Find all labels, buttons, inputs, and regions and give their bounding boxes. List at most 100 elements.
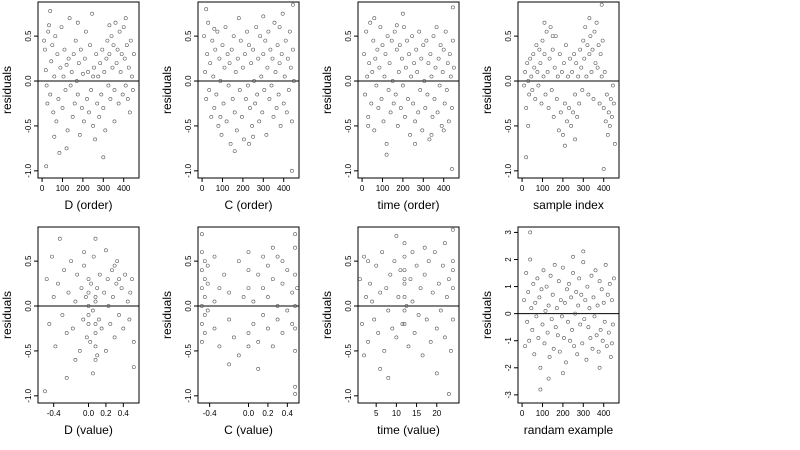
data-point (290, 2, 295, 7)
data-point (66, 56, 71, 61)
data-point (47, 322, 52, 326)
data-point (581, 260, 586, 265)
data-point (544, 29, 549, 34)
data-point (122, 56, 127, 61)
data-point (97, 272, 102, 277)
data-point (422, 272, 427, 277)
data-point (380, 43, 385, 48)
data-point (402, 268, 407, 273)
data-point (545, 330, 550, 335)
data-point (256, 56, 261, 61)
data-point (450, 38, 455, 43)
data-point (77, 132, 82, 137)
y-tick-label: -1.0 (344, 388, 353, 402)
data-point (588, 336, 593, 340)
data-point (81, 317, 86, 322)
data-point (438, 43, 443, 48)
data-point (89, 281, 94, 286)
data-point (99, 92, 104, 97)
data-point (442, 241, 447, 246)
data-point (131, 52, 136, 57)
x-tick-label: 0.0 (83, 409, 95, 418)
data-point (54, 119, 59, 124)
data-point (432, 97, 437, 101)
data-point (362, 254, 367, 259)
data-point (280, 331, 285, 335)
data-point (402, 281, 407, 286)
data-point (413, 119, 418, 124)
x-tick-label: 10 (392, 409, 401, 418)
data-point (217, 344, 222, 349)
data-point (555, 74, 560, 79)
data-point (376, 331, 381, 335)
data-point (203, 70, 208, 74)
data-point (451, 65, 456, 70)
data-point (199, 286, 204, 291)
data-point (415, 70, 420, 74)
data-point (437, 83, 442, 88)
data-point (60, 106, 65, 110)
data-point (128, 38, 133, 43)
data-point (407, 52, 411, 57)
data-point (59, 25, 64, 30)
data-point (55, 52, 60, 57)
data-point (204, 97, 209, 101)
data-point (261, 313, 266, 317)
data-point (448, 348, 453, 353)
data-point (362, 52, 367, 57)
data-point (199, 250, 204, 255)
data-point (236, 259, 241, 264)
data-point (58, 65, 63, 70)
y-tick-label: -1.0 (184, 388, 193, 402)
data-point (83, 56, 87, 61)
data-point (57, 150, 62, 155)
data-point (610, 341, 614, 346)
data-point (63, 88, 68, 92)
data-point (403, 65, 408, 70)
data-point (561, 132, 565, 137)
data-point (530, 88, 535, 92)
data-point (402, 254, 407, 259)
data-point (426, 259, 431, 264)
data-point (419, 56, 424, 61)
data-point (548, 25, 553, 30)
data-point (125, 97, 130, 101)
data-point (435, 110, 440, 115)
y-tick-label: -0.5 (344, 118, 353, 132)
data-point (589, 273, 594, 278)
data-point (449, 167, 454, 171)
plot-frame (357, 226, 460, 404)
data-point (206, 20, 211, 25)
y-axis-label: residuals (0, 291, 14, 339)
data-point (251, 134, 256, 139)
data-point (394, 47, 399, 52)
data-point (263, 38, 268, 43)
data-point (293, 272, 298, 277)
data-point (398, 106, 403, 110)
chart-panel-2: 0 100 200 300 400 -1.0 -0.5 0.0 0.5 C (order) resi… (160, 1, 300, 212)
data-point (82, 250, 87, 255)
data-point (533, 300, 538, 305)
data-point (119, 52, 124, 57)
data-point (110, 268, 114, 273)
data-point (436, 281, 441, 286)
data-point (227, 317, 232, 322)
data-point (49, 59, 54, 64)
data-point (209, 115, 214, 119)
data-point (612, 101, 616, 106)
data-point (109, 34, 114, 39)
data-point (585, 43, 590, 48)
data-point (283, 38, 288, 43)
data-point (48, 9, 53, 13)
data-point (544, 284, 549, 289)
data-point (594, 333, 599, 338)
data-point (290, 322, 295, 326)
data-point (568, 56, 572, 61)
data-point (233, 70, 238, 74)
y-tick-label: 0.0 (184, 300, 193, 312)
data-point (275, 304, 280, 308)
data-point (367, 61, 372, 66)
data-point (400, 83, 405, 88)
data-point (117, 277, 121, 282)
data-point (377, 65, 382, 70)
